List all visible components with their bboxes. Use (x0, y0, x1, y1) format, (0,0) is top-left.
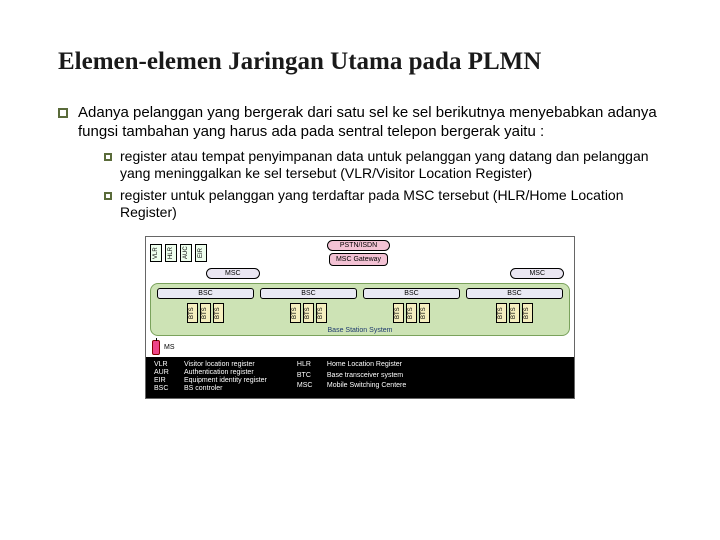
hlr-box: HLR (165, 244, 177, 262)
bts-group: BTS BTS BTS (157, 303, 254, 323)
legend-right: HLR Home Location Register BTC Base transc… (297, 361, 406, 392)
bullet-level1: Adanya pelanggan yang bergerak dari satu… (58, 104, 662, 142)
legend-key: EIR (154, 377, 178, 384)
bsc-box: BSC (157, 288, 254, 299)
legend-key: HLR (297, 361, 321, 371)
legend-val: Mobile Switching Centere (327, 382, 406, 392)
ms-label: MS (164, 344, 175, 351)
msc-box: MSC (510, 268, 564, 279)
legend-val: Authentication register (184, 369, 267, 376)
bts-box: BTS (522, 303, 533, 323)
bts-box: BTS (509, 303, 520, 323)
bts-box: BTS (406, 303, 417, 323)
pstn-wrap: PSTN/ISDN MSC Gateway (210, 240, 507, 266)
bts-box: BTS (290, 303, 301, 323)
bts-box: BTS (200, 303, 211, 323)
legend-key: VLR (154, 361, 178, 368)
slide: Elemen-elemen Jaringan Utama pada PLMN A… (0, 0, 720, 419)
bts-box: BTS (187, 303, 198, 323)
legend-val: Home Location Register (327, 361, 406, 371)
vlr-box: VLR (150, 244, 162, 262)
legend-key: AUR (154, 369, 178, 376)
auc-box: AUC (180, 244, 192, 262)
legend-val: BS controler (184, 385, 267, 392)
diagram-top-row: VLR HLR AUC EIR PSTN/ISDN MSC Gateway (146, 237, 574, 268)
square-bullet-icon (104, 192, 112, 200)
plmn-diagram: VLR HLR AUC EIR PSTN/ISDN MSC Gateway MS… (145, 236, 575, 399)
legend-key: MSC (297, 382, 321, 392)
bsc-row: BSC BSC BSC BSC (157, 288, 563, 299)
bts-group: BTS BTS BTS (466, 303, 563, 323)
legend-val: Visitor location register (184, 361, 267, 368)
sub-bullet: register atau tempat penyimpanan data un… (104, 148, 662, 183)
slide-title: Elemen-elemen Jaringan Utama pada PLMN (58, 48, 662, 76)
legend-left: VLR Visitor location register AUR Authenti… (154, 361, 267, 392)
bsc-box: BSC (466, 288, 563, 299)
bts-box: BTS (496, 303, 507, 323)
db-column: VLR (150, 244, 162, 262)
bts-group: BTS BTS BTS (363, 303, 460, 323)
legend-key: BSC (154, 385, 178, 392)
bts-row: BTS BTS BTS BTS BTS BTS BTS BTS BTS BTS … (157, 303, 563, 323)
pstn-box: PSTN/ISDN (327, 240, 390, 251)
bts-box: BTS (213, 303, 224, 323)
bss-container: BSC BSC BSC BSC BTS BTS BTS BTS BTS BTS … (150, 283, 570, 336)
square-bullet-icon (104, 153, 112, 161)
bsc-box: BSC (363, 288, 460, 299)
bts-box: BTS (419, 303, 430, 323)
msc-row: MSC MSC (146, 268, 574, 281)
legend-val: Base transceiver system (327, 372, 406, 382)
eir-box: EIR (195, 244, 207, 262)
bts-box: BTS (316, 303, 327, 323)
bts-group: BTS BTS BTS (260, 303, 357, 323)
sub-bullet-text: register untuk pelanggan yang terdaftar … (120, 187, 662, 222)
bss-label: Base Station System (328, 327, 393, 334)
msc-gateway-box: MSC Gateway (329, 253, 388, 266)
legend-key: BTC (297, 372, 321, 382)
sub-bullet-list: register atau tempat penyimpanan data un… (104, 148, 662, 222)
bts-box: BTS (393, 303, 404, 323)
bts-box: BTS (303, 303, 314, 323)
ms-row: MS (146, 338, 574, 357)
msc-box: MSC (206, 268, 260, 279)
sub-bullet-text: register atau tempat penyimpanan data un… (120, 148, 662, 183)
square-bullet-icon (58, 108, 68, 118)
phone-icon (152, 340, 160, 355)
bullet-text: Adanya pelanggan yang bergerak dari satu… (78, 104, 662, 142)
bsc-box: BSC (260, 288, 357, 299)
sub-bullet: register untuk pelanggan yang terdaftar … (104, 187, 662, 222)
legend-val: Equipment identity register (184, 377, 267, 384)
legend: VLR Visitor location register AUR Authenti… (146, 357, 574, 398)
